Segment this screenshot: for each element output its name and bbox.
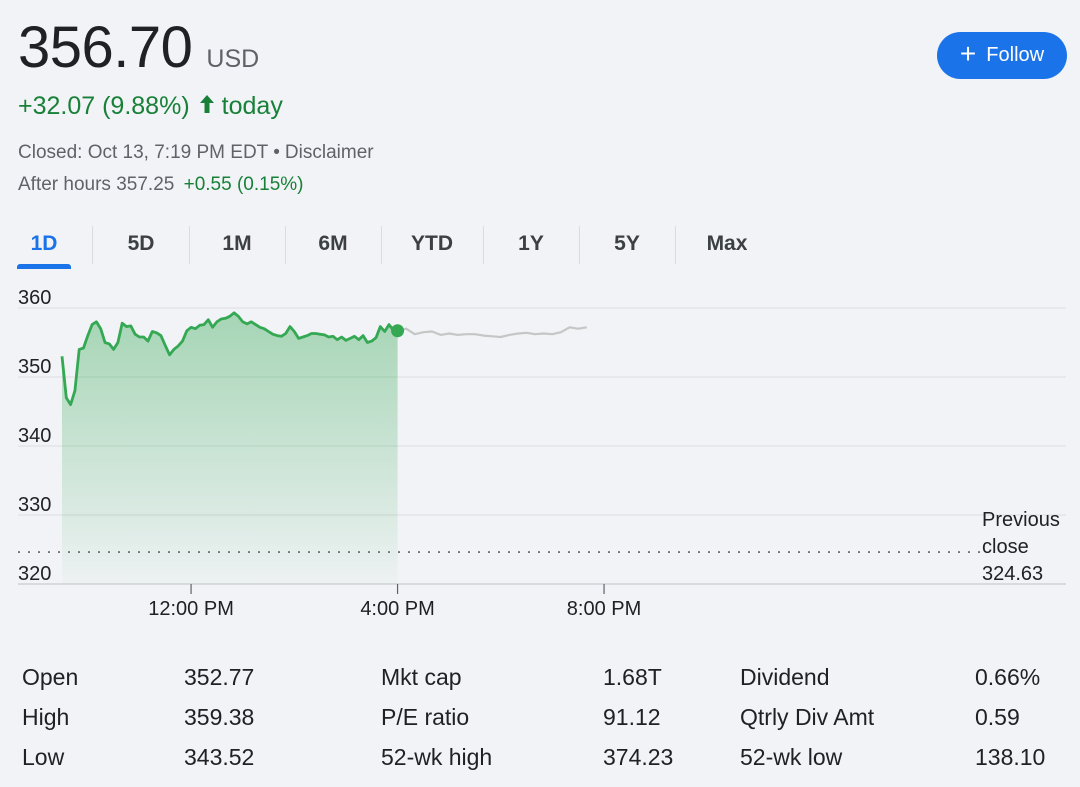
stat-value-52wk-high: 374.23: [603, 744, 674, 770]
tab-1y[interactable]: 1Y: [518, 232, 544, 255]
stat-label-52wk-high: 52-wk high: [381, 744, 493, 770]
tab-max[interactable]: Max: [706, 232, 748, 255]
y-tick-label: 340: [18, 425, 51, 447]
tab-divider: [483, 226, 484, 264]
price-chart[interactable]: 360 350 340 330 320 Previous close 324.63 12:00 …: [0, 286, 1080, 636]
x-tick-label: 12:00 PM: [148, 598, 234, 620]
tab-divider: [579, 226, 580, 264]
change-amount: +32.07 (9.88%): [18, 92, 190, 120]
stat-value-open: 352.77: [184, 664, 255, 690]
stat-value-low: 343.52: [184, 744, 255, 770]
stat-label-52wk-low: 52-wk low: [740, 744, 843, 770]
stat-label-open: Open: [22, 664, 79, 690]
current-price: 356.70: [18, 15, 193, 80]
stat-value-mkt-cap: 1.68T: [603, 664, 662, 690]
stat-label-high: High: [22, 704, 70, 730]
previous-close-label: Previous: [982, 509, 1060, 531]
currency-code: USD: [206, 45, 260, 73]
stat-value-dividend: 0.66%: [975, 664, 1041, 690]
follow-button[interactable]: + Follow: [937, 32, 1067, 79]
stat-value-high: 359.38: [184, 704, 255, 730]
stat-label-pe-ratio: P/E ratio: [381, 704, 470, 730]
price-row: 356.70 USD: [18, 14, 259, 81]
tab-divider: [92, 226, 93, 264]
change-period: today: [221, 92, 283, 120]
after-hours-price: After hours 357.25: [18, 174, 175, 195]
closed-text: Closed: Oct 13, 7:19 PM EDT: [18, 142, 269, 163]
after-hours: After hours 357.25 +0.55 (0.15%): [18, 174, 304, 196]
tab-divider: [381, 226, 382, 264]
y-tick-label: 330: [18, 494, 51, 516]
tab-6m[interactable]: 6M: [318, 232, 348, 255]
y-tick-label: 320: [18, 563, 51, 585]
y-tick-label: 360: [18, 287, 51, 309]
previous-close-label: close: [982, 536, 1029, 558]
stat-label-low: Low: [22, 744, 65, 770]
range-tabs: 1D 5D 1M 6M YTD 1Y 5Y Max: [0, 222, 780, 270]
disclaimer-link[interactable]: Disclaimer: [284, 142, 374, 163]
price-area-fill: [62, 312, 398, 584]
after-hours-change: +0.55 (0.15%): [183, 174, 304, 195]
tab-1d[interactable]: 1D: [30, 232, 58, 255]
price-change: +32.07 (9.88%) today: [18, 92, 283, 121]
close-point-marker: [391, 324, 405, 338]
stat-label-mkt-cap: Mkt cap: [381, 664, 462, 690]
tab-5y[interactable]: 5Y: [614, 232, 640, 255]
stats-table: Open 352.77 High 359.38 Low 343.52 Mkt c…: [0, 654, 1080, 784]
tab-ytd[interactable]: YTD: [411, 232, 453, 255]
y-tick-label: 350: [18, 356, 51, 378]
stat-value-qtrly-div: 0.59: [975, 704, 1020, 730]
previous-close-label: 324.63: [982, 563, 1043, 585]
separator-dot: •: [273, 142, 280, 163]
arrow-up-icon: [198, 92, 216, 121]
tab-1m[interactable]: 1M: [222, 232, 252, 255]
tab-divider: [189, 226, 190, 264]
tab-divider: [285, 226, 286, 264]
x-tick-label: 8:00 PM: [567, 598, 641, 620]
tab-5d[interactable]: 5D: [127, 232, 155, 255]
stat-value-52wk-low: 138.10: [975, 744, 1046, 770]
stat-label-dividend: Dividend: [740, 664, 830, 690]
x-tick-label: 4:00 PM: [360, 598, 434, 620]
stat-value-pe-ratio: 91.12: [603, 704, 661, 730]
plus-icon: +: [959, 38, 977, 69]
tab-divider: [675, 226, 676, 264]
market-status: Closed: Oct 13, 7:19 PM EDT • Disclaimer: [18, 142, 374, 164]
follow-label: Follow: [986, 44, 1045, 66]
stat-label-qtrly-div: Qtrly Div Amt: [740, 704, 875, 730]
price-line: [60, 311, 398, 406]
active-tab-indicator: [17, 264, 71, 269]
after-hours-line: [397, 326, 587, 339]
